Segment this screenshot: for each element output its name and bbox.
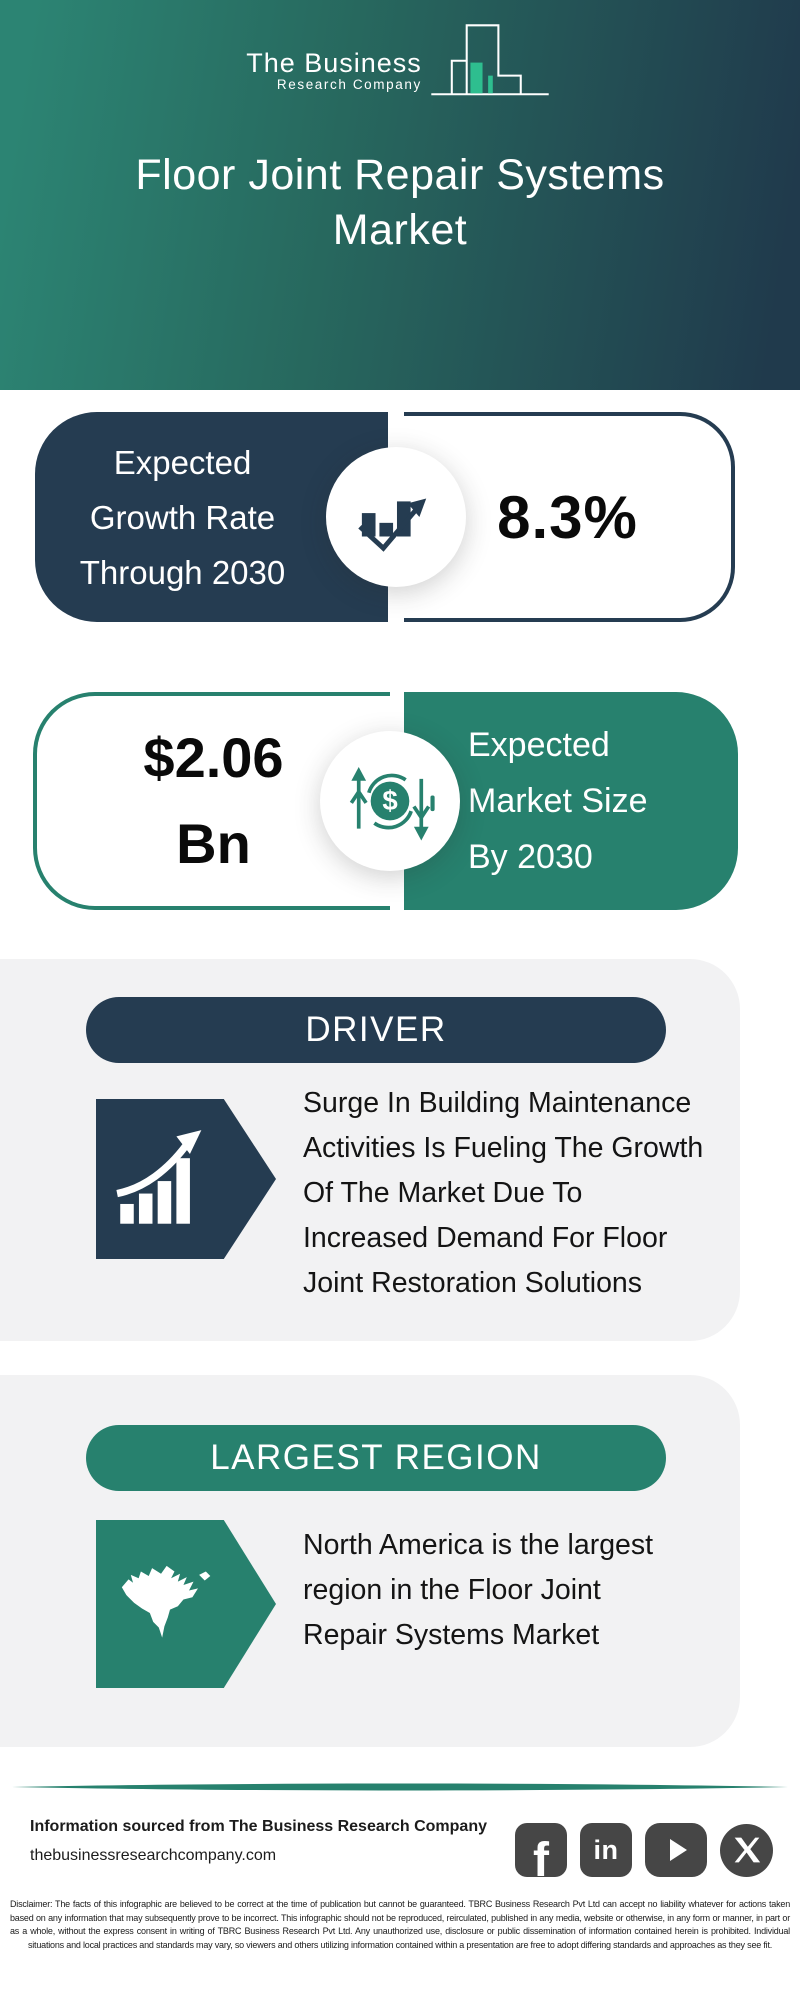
footer-source-line: Information sourced from The Business Re…: [30, 1818, 487, 1835]
largest-region-section: LARGEST REGION North America is the larg…: [0, 1375, 740, 1747]
logo-subname: Research Company: [276, 77, 422, 92]
bar-chart-logo-icon: [431, 24, 549, 96]
money-exchange-icon-svg: $: [349, 766, 435, 841]
driver-section: DRIVER Surge In Building Maintenance Act…: [0, 959, 740, 1341]
facebook-icon[interactable]: f: [515, 1823, 567, 1877]
x-twitter-icon[interactable]: [720, 1823, 773, 1877]
growth-rate-value: 8.3%: [497, 483, 638, 551]
largest-region-heading-pill: LARGEST REGION: [86, 1425, 666, 1491]
facebook-glyph: f: [533, 1834, 549, 1878]
linkedin-glyph: in: [593, 1834, 619, 1865]
play-glyph: [669, 1839, 687, 1861]
driver-text: Surge In Building Maintenance Activities…: [303, 1087, 704, 1299]
footer-divider: [12, 1783, 788, 1791]
largest-region-text: North America is the largest region in t…: [303, 1529, 654, 1651]
social-links: f in ™: [515, 1823, 773, 1877]
youtube-icon[interactable]: [645, 1823, 707, 1877]
x-glyph: [734, 1837, 760, 1863]
logo-text: The Business Research Company: [246, 49, 422, 98]
logo-name: The Business: [246, 48, 422, 78]
page-title: Floor Joint Repair Systems Market: [135, 151, 665, 254]
growth-chart-icon: [326, 447, 466, 587]
driver-hexagon-badge: [96, 1099, 276, 1259]
market-size-label: Expected Market Size By 2030: [468, 726, 648, 876]
footer-website: thebusinessresearchcompany.com: [30, 1847, 277, 1864]
money-exchange-icon: $: [320, 731, 460, 871]
stat-market-size: $2.06 Bn Expected Market Size By 2030 $: [33, 692, 738, 910]
growth-chart-icon-svg: [358, 498, 427, 552]
driver-heading-pill: DRIVER: [86, 997, 666, 1063]
growth-bars-arrow-icon: [116, 1130, 202, 1224]
stat-growth-rate: Expected Growth Rate Through 2030 8.3%: [35, 412, 735, 622]
region-hexagon-badge: [96, 1520, 276, 1688]
largest-region-heading: LARGEST REGION: [210, 1438, 542, 1477]
north-america-map-icon: [121, 1565, 211, 1638]
linkedin-icon[interactable]: in ™: [580, 1823, 632, 1877]
market-size-value: $2.06 Bn: [143, 726, 284, 875]
disclaimer-text: Disclaimer: The facts of this infographi…: [10, 1899, 790, 1950]
driver-heading: DRIVER: [305, 1010, 447, 1049]
market-size-value-block: $2.06 Bn: [33, 692, 390, 910]
header: The Business Research Company Floor Join…: [0, 0, 800, 390]
company-logo: The Business Research Company: [0, 16, 800, 98]
dollar-symbol: $: [382, 785, 397, 816]
growth-rate-label: Expected Growth Rate Through 2030: [79, 443, 286, 591]
growth-rate-value-block: 8.3%: [404, 412, 735, 622]
